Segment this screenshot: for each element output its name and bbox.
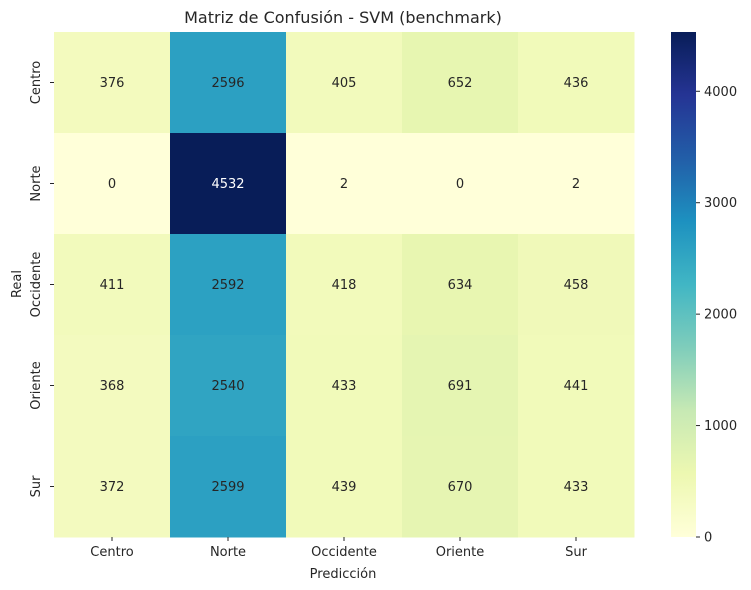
heatmap-cell — [54, 436, 171, 538]
heatmap-cells: 376 2596 405 652 436 0 4532 2 0 2 411 2592 418 634 458… — [54, 32, 635, 538]
cell-value-label: 2599 — [211, 480, 244, 495]
heatmap-cell — [518, 234, 635, 336]
heatmap-cell — [402, 234, 519, 336]
heatmap-cell — [286, 234, 403, 336]
cell-value-label: 4532 — [211, 177, 244, 192]
cell-value-label: 2596 — [211, 76, 244, 91]
x-tick-label: Occidente — [311, 545, 377, 560]
colorbar-tick-label: 3000 — [704, 196, 737, 211]
heatmap-cell — [518, 335, 635, 437]
cell-value-label: 433 — [564, 480, 589, 495]
cell-value-label: 439 — [332, 480, 357, 495]
cell-value-label: 691 — [448, 379, 473, 394]
y-tick-label: Norte — [29, 165, 44, 201]
colorbar — [671, 32, 696, 537]
cell-value-label: 652 — [448, 76, 473, 91]
heatmap-cell — [518, 133, 635, 235]
heatmap-cell — [402, 335, 519, 437]
cell-value-label: 418 — [332, 278, 357, 293]
y-tick-label: Centro — [29, 61, 44, 104]
heatmap-cell — [286, 32, 403, 134]
heatmap-cell — [54, 335, 171, 437]
cell-value-label: 458 — [564, 278, 589, 293]
heatmap-cell — [402, 436, 519, 538]
cell-value-label: 2 — [340, 177, 348, 192]
heatmap-cell — [170, 234, 287, 336]
heatmap-cell — [54, 133, 171, 235]
colorbar-tick-label: 2000 — [704, 308, 737, 323]
cell-value-label: 0 — [108, 177, 116, 192]
colorbar-tick-label: 4000 — [704, 85, 737, 100]
colorbar-axis: 0 1000 2000 3000 4000 — [696, 85, 737, 546]
y-tick-label: Oriente — [29, 361, 44, 410]
chart-title: Matriz de Confusión - SVM (benchmark) — [184, 8, 502, 27]
cell-value-label: 436 — [564, 76, 589, 91]
x-axis: Centro Norte Occidente Oriente Sur — [90, 537, 588, 560]
heatmap-cell — [54, 234, 171, 336]
x-tick-label: Sur — [565, 545, 587, 560]
x-tick-label: Norte — [210, 545, 246, 560]
heatmap-cell — [402, 32, 519, 134]
heatmap-cell — [402, 133, 519, 235]
cell-value-label: 670 — [448, 480, 473, 495]
cell-value-label: 411 — [100, 278, 125, 293]
heatmap-cell — [170, 32, 287, 134]
cell-value-label: 2 — [572, 177, 580, 192]
cell-value-label: 0 — [456, 177, 464, 192]
colorbar-tick-label: 0 — [704, 531, 712, 546]
cell-value-label: 2592 — [211, 278, 244, 293]
heatmap-cell — [286, 335, 403, 437]
y-tick-label: Occidente — [29, 252, 44, 318]
colorbar-tick-label: 1000 — [704, 419, 737, 434]
cell-value-label: 372 — [100, 480, 125, 495]
cell-value-label: 368 — [100, 379, 125, 394]
heatmap-cell — [518, 436, 635, 538]
y-tick-label: Sur — [29, 475, 44, 497]
cell-value-label: 376 — [100, 76, 125, 91]
y-axis-label: Real — [10, 270, 25, 298]
cell-value-label: 441 — [564, 379, 589, 394]
heatmap-cell — [54, 32, 171, 134]
heatmap-cell — [286, 436, 403, 538]
heatmap-cell — [170, 436, 287, 538]
cell-value-label: 2540 — [211, 379, 244, 394]
heatmap-cell — [170, 335, 287, 437]
x-tick-label: Centro — [90, 545, 133, 560]
x-tick-label: Oriente — [436, 545, 485, 560]
heatmap-cell — [286, 133, 403, 235]
cell-value-label: 433 — [332, 379, 357, 394]
heatmap-cell — [170, 133, 287, 235]
y-axis: Centro Norte Occidente Oriente Sur — [29, 61, 54, 497]
cell-value-label: 405 — [332, 76, 357, 91]
heatmap-cell — [518, 32, 635, 134]
x-axis-label: Predicción — [310, 567, 377, 582]
cell-value-label: 634 — [448, 278, 473, 293]
